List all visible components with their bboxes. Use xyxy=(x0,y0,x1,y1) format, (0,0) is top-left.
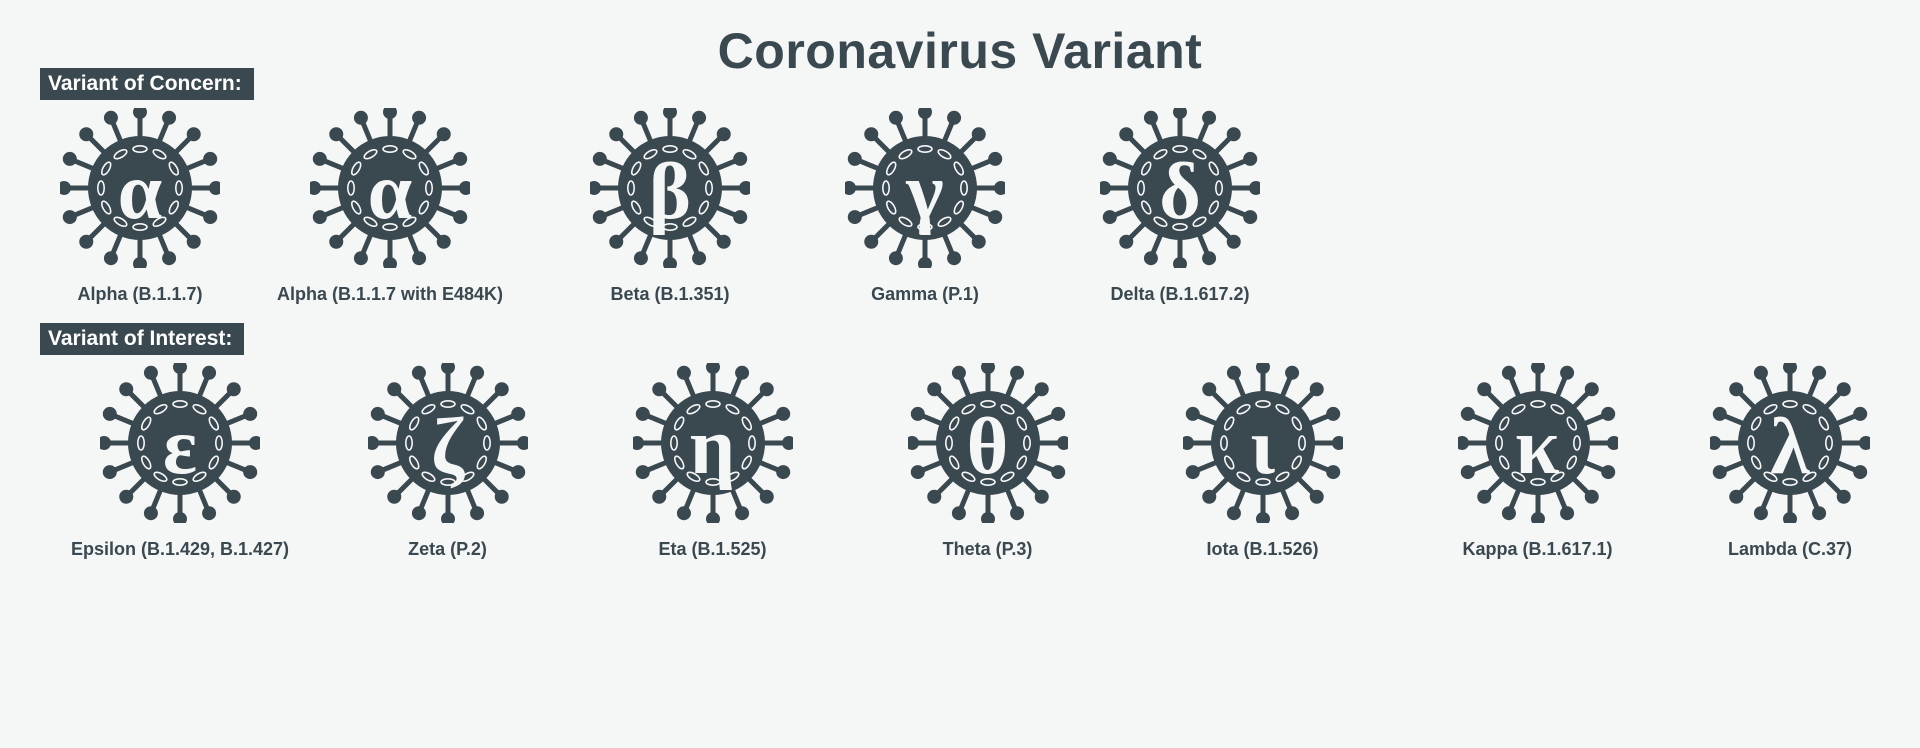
variant-caption: Theta (P.3) xyxy=(943,539,1033,560)
variant-caption: Kappa (B.1.617.1) xyxy=(1462,539,1612,560)
virus-icon: δ xyxy=(1100,108,1260,268)
virus-icon: κ xyxy=(1458,363,1618,523)
virus-icon: ι xyxy=(1183,363,1343,523)
variant-greek-letter: β xyxy=(649,144,691,232)
row-interest: ε Epsilon (B.1.429, B.1.427) ζ Zeta (P.2… xyxy=(40,363,1920,560)
section-concern: Variant of Concern: α Alpha (B.1.1.7) α … xyxy=(0,68,1920,305)
variant-item: θ Theta (P.3) xyxy=(850,363,1125,560)
virus-icon: λ xyxy=(1710,363,1870,523)
variant-greek-letter: θ xyxy=(967,399,1009,487)
variant-item: λ Lambda (C.37) xyxy=(1675,363,1905,560)
variant-caption: Zeta (P.2) xyxy=(408,539,487,560)
variant-greek-letter: λ xyxy=(1770,399,1809,487)
variant-greek-letter: ε xyxy=(163,399,197,487)
virus-icon: η xyxy=(633,363,793,523)
virus-icon: θ xyxy=(908,363,1068,523)
variant-greek-letter: η xyxy=(690,399,735,487)
variant-caption: Iota (B.1.526) xyxy=(1206,539,1318,560)
virus-icon: α xyxy=(310,108,470,268)
variant-caption: Alpha (B.1.1.7) xyxy=(77,284,202,305)
section-label-interest: Variant of Interest: xyxy=(40,323,244,355)
variant-item: ε Epsilon (B.1.429, B.1.427) xyxy=(40,363,320,560)
variant-item: δ Delta (B.1.617.2) xyxy=(1050,108,1310,305)
virus-icon: α xyxy=(60,108,220,268)
variant-caption: Beta (B.1.351) xyxy=(610,284,729,305)
virus-icon: ε xyxy=(100,363,260,523)
row-concern: α Alpha (B.1.1.7) α Alpha (B.1.1.7 with … xyxy=(40,108,1920,305)
variant-greek-letter: δ xyxy=(1159,144,1201,232)
variant-greek-letter: γ xyxy=(906,144,943,232)
variant-caption: Eta (B.1.525) xyxy=(658,539,766,560)
variant-item: α Alpha (B.1.1.7) xyxy=(40,108,240,305)
variant-greek-letter: ζ xyxy=(431,399,464,487)
variant-caption: Delta (B.1.617.2) xyxy=(1110,284,1249,305)
variant-item: α Alpha (B.1.1.7 with E484K) xyxy=(240,108,540,305)
variant-item: γ Gamma (P.1) xyxy=(800,108,1050,305)
variant-greek-letter: α xyxy=(118,144,163,232)
variant-caption: Lambda (C.37) xyxy=(1728,539,1852,560)
variant-caption: Epsilon (B.1.429, B.1.427) xyxy=(71,539,289,560)
variant-caption: Alpha (B.1.1.7 with E484K) xyxy=(277,284,503,305)
virus-icon: γ xyxy=(845,108,1005,268)
virus-icon: ζ xyxy=(368,363,528,523)
virus-icon: β xyxy=(590,108,750,268)
variant-greek-letter: ι xyxy=(1250,399,1275,487)
variant-item: β Beta (B.1.351) xyxy=(540,108,800,305)
variant-caption: Gamma (P.1) xyxy=(871,284,979,305)
variant-item: ι Iota (B.1.526) xyxy=(1125,363,1400,560)
variant-greek-letter: α xyxy=(368,144,413,232)
section-label-concern: Variant of Concern: xyxy=(40,68,254,100)
variant-item: κ Kappa (B.1.617.1) xyxy=(1400,363,1675,560)
variant-item: η Eta (B.1.525) xyxy=(575,363,850,560)
section-interest: Variant of Interest: ε Epsilon (B.1.429,… xyxy=(0,323,1920,560)
variant-item: ζ Zeta (P.2) xyxy=(320,363,575,560)
variant-greek-letter: κ xyxy=(1515,399,1559,487)
